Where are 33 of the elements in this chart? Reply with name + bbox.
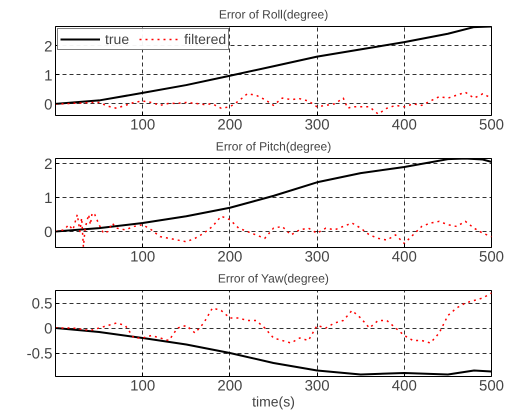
x-tick-label: 200 xyxy=(217,248,242,266)
x-tick-label: 400 xyxy=(392,378,417,394)
y-tick-label: 0.5 xyxy=(32,296,53,312)
y-tick-label: 2 xyxy=(44,38,52,56)
x-tick-label: 100 xyxy=(130,378,156,394)
x-tick-label: 300 xyxy=(304,248,330,266)
chart-title: Error of Yaw(degree) xyxy=(218,272,329,286)
x-tick-label: 200 xyxy=(217,116,242,134)
legend-label: true xyxy=(105,31,130,47)
line-series xyxy=(56,92,492,115)
y-tick-label: 1 xyxy=(44,190,52,208)
x-tick-label: 300 xyxy=(304,378,330,394)
y-tick-label: 2 xyxy=(44,156,52,174)
x-tick-label: 400 xyxy=(392,248,417,266)
chart-title: Error of Roll(degree) xyxy=(218,8,328,22)
y-tick-label: 0 xyxy=(44,224,52,242)
y-tick-label: 0 xyxy=(44,96,52,114)
y-tick-label: 0 xyxy=(44,320,52,338)
x-tick-label: 500 xyxy=(478,248,504,266)
y-tick-label: 1 xyxy=(44,67,52,84)
x-tick-label: 500 xyxy=(478,378,504,394)
line-series xyxy=(56,212,492,248)
legend-label: filtered xyxy=(184,31,226,47)
x-tick-label: 100 xyxy=(130,116,156,134)
line-series xyxy=(56,292,492,344)
x-tick-label: 300 xyxy=(304,116,330,134)
x-tick-label: 400 xyxy=(392,116,417,134)
x-tick-label: 200 xyxy=(217,378,242,394)
y-tick-label: -0.5 xyxy=(26,346,53,362)
chart-title: Error of Pitch(degree) xyxy=(216,140,332,154)
x-axis-title: time(s) xyxy=(252,394,295,410)
x-tick-label: 500 xyxy=(478,116,504,134)
x-tick-label: 100 xyxy=(130,248,156,266)
